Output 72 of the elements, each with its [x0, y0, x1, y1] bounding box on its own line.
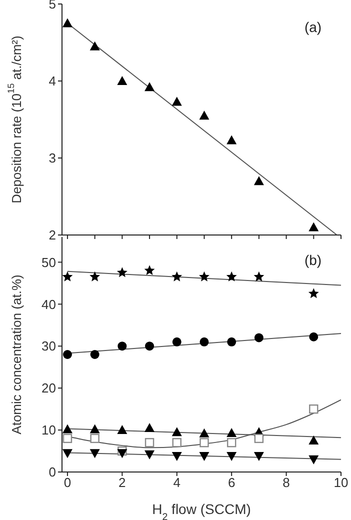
- point: [117, 449, 128, 458]
- point: [90, 449, 100, 458]
- point: [144, 422, 155, 432]
- point: [199, 110, 210, 120]
- y-tick-label: 2: [48, 228, 56, 243]
- x-tick-label: 8: [282, 475, 290, 490]
- point: [145, 342, 154, 351]
- annotation: (b): [304, 252, 322, 268]
- y-axis-title: Atomic concentration (at.%): [8, 274, 24, 434]
- point: [144, 438, 154, 448]
- x-tick-label: 10: [334, 475, 348, 490]
- point: [254, 176, 264, 186]
- y-tick-label: 40: [42, 296, 56, 312]
- point: [90, 424, 100, 434]
- x-tick-label: 4: [173, 475, 180, 490]
- point: [62, 271, 73, 282]
- y-tick-label: 50: [42, 254, 56, 270]
- y-tick-label: 20: [42, 380, 56, 396]
- y-tick-label: 3: [48, 150, 56, 166]
- point: [309, 404, 318, 414]
- point: [226, 428, 237, 437]
- point: [199, 271, 210, 282]
- point: [226, 271, 237, 282]
- point: [172, 452, 182, 462]
- point: [172, 337, 182, 346]
- point: [172, 438, 182, 448]
- point: [309, 332, 318, 342]
- point: [200, 337, 209, 346]
- point: [144, 82, 155, 92]
- point: [226, 438, 236, 448]
- point: [144, 265, 155, 276]
- point: [172, 271, 182, 282]
- point: [254, 434, 264, 444]
- y-tick-label: 0: [48, 464, 56, 480]
- point: [254, 452, 264, 462]
- point: [62, 449, 72, 458]
- point: [226, 135, 237, 144]
- point: [308, 222, 319, 232]
- y-tick-label: 10: [42, 422, 56, 438]
- point: [90, 41, 100, 50]
- point: [308, 288, 319, 298]
- y-tick-label: 4: [48, 74, 56, 89]
- point: [254, 333, 264, 342]
- point: [118, 342, 127, 351]
- point: [226, 452, 237, 462]
- annotation: (a): [304, 19, 322, 35]
- point: [62, 424, 72, 434]
- point: [62, 18, 72, 28]
- point: [172, 96, 182, 106]
- point: [62, 350, 72, 359]
- point: [144, 450, 155, 460]
- point: [117, 425, 128, 434]
- point: [227, 337, 236, 346]
- point: [62, 434, 72, 444]
- point: [90, 434, 100, 444]
- point: [116, 267, 128, 278]
- point: [199, 428, 210, 438]
- x-tick-label: 2: [118, 475, 126, 490]
- point: [200, 438, 209, 448]
- x-tick-label: 6: [228, 475, 236, 490]
- point: [254, 271, 264, 282]
- point: [308, 455, 319, 464]
- point: [308, 436, 319, 445]
- point: [90, 271, 100, 282]
- x-tick-label: 0: [64, 475, 72, 490]
- point: [117, 76, 128, 85]
- x-axis-title: H$_{2}$ flow (SCCM): [152, 501, 251, 520]
- point: [199, 452, 210, 462]
- y-tick-label: 5: [48, 0, 56, 12]
- point: [172, 427, 182, 436]
- point: [90, 350, 100, 359]
- y-tick-label: 30: [42, 338, 56, 354]
